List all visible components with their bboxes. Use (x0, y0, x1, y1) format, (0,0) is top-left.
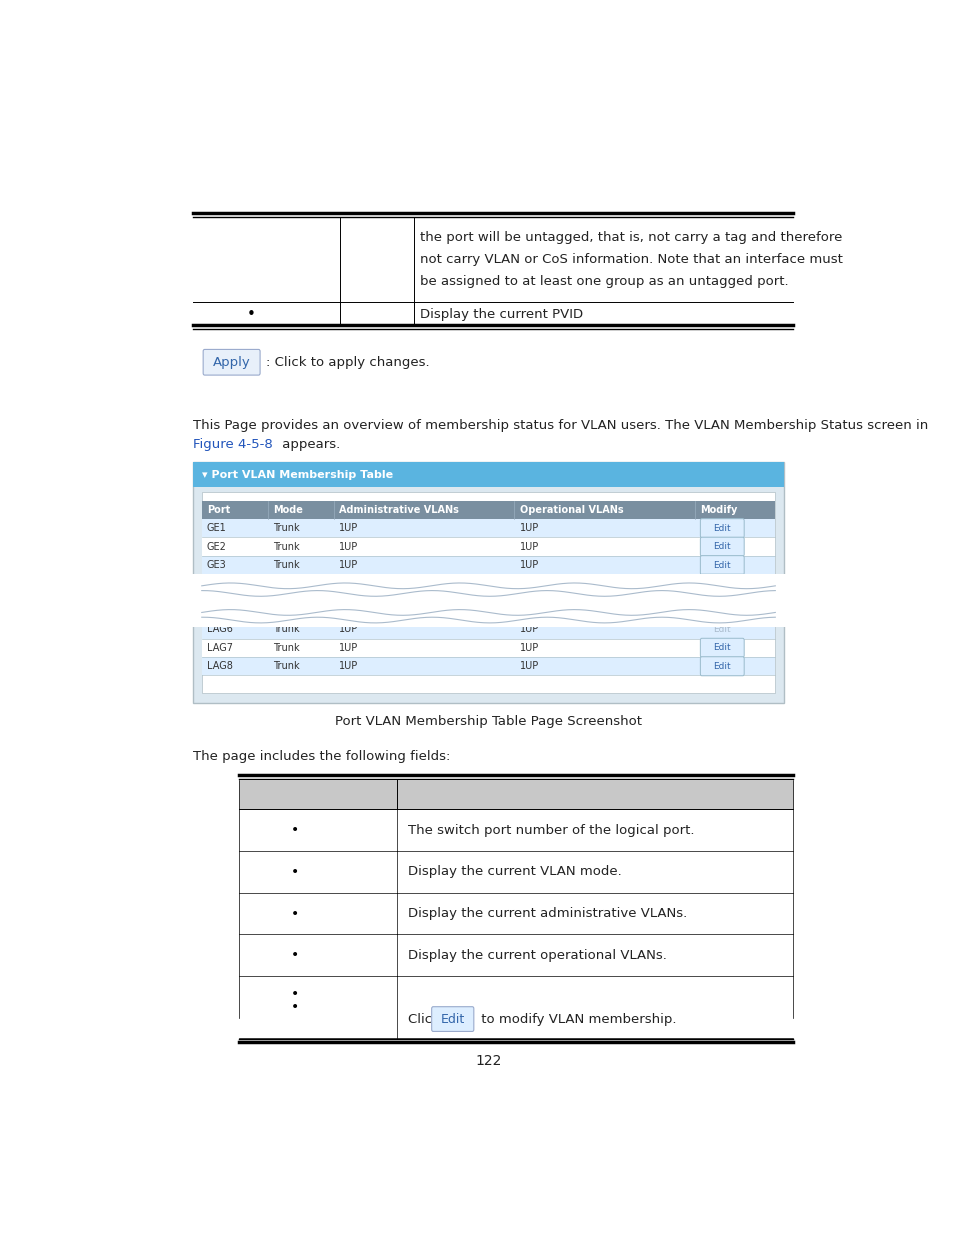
Text: 1UP: 1UP (338, 542, 357, 552)
FancyBboxPatch shape (700, 638, 743, 657)
Text: •: • (291, 948, 298, 962)
Text: Display the current operational VLANs.: Display the current operational VLANs. (408, 948, 666, 962)
Text: GE1: GE1 (207, 524, 227, 534)
Text: ▾ Port VLAN Membership Table: ▾ Port VLAN Membership Table (201, 469, 393, 479)
Text: 1UP: 1UP (338, 625, 357, 635)
Text: Edit: Edit (713, 579, 730, 588)
Text: GE3: GE3 (207, 561, 227, 571)
Text: •: • (291, 823, 298, 837)
Text: the port will be untagged, that is, not carry a tag and therefore: the port will be untagged, that is, not … (419, 231, 841, 245)
Text: •: • (291, 906, 298, 920)
Text: Edit: Edit (713, 542, 730, 551)
Text: 1UP: 1UP (519, 642, 538, 653)
Text: be assigned to at least one group as an untagged port.: be assigned to at least one group as an … (419, 275, 787, 288)
Text: 1UP: 1UP (519, 661, 538, 672)
Text: not carry VLAN or CoS information. Note that an interface must: not carry VLAN or CoS information. Note … (419, 253, 841, 267)
Text: Trunk: Trunk (273, 642, 299, 653)
Text: Edit: Edit (713, 561, 730, 569)
FancyBboxPatch shape (431, 1007, 474, 1031)
Text: 1UP: 1UP (338, 524, 357, 534)
Text: The page includes the following fields:: The page includes the following fields: (193, 750, 450, 763)
Bar (201, 638, 775, 657)
Bar (193, 462, 783, 703)
Text: Apply: Apply (213, 356, 251, 369)
Text: •: • (291, 864, 298, 879)
Text: Display the current PVID: Display the current PVID (419, 308, 582, 321)
Text: Trunk: Trunk (273, 542, 299, 552)
Text: GE4: GE4 (207, 579, 227, 589)
Text: 1UP: 1UP (519, 579, 538, 589)
Bar (201, 492, 775, 693)
Text: LAG7: LAG7 (207, 642, 233, 653)
Text: •: • (291, 1000, 298, 1014)
FancyBboxPatch shape (203, 350, 260, 375)
Text: Trunk: Trunk (273, 524, 299, 534)
Text: Mode: Mode (273, 505, 302, 515)
Text: Edit: Edit (713, 662, 730, 671)
Text: Click: Click (408, 1013, 444, 1025)
Text: •: • (291, 988, 298, 1002)
Text: 1UP: 1UP (519, 542, 538, 552)
Bar (239, 779, 793, 809)
Text: Figure 4-5-8: Figure 4-5-8 (193, 438, 273, 451)
Text: LAG8: LAG8 (207, 661, 233, 672)
Text: 1UP: 1UP (338, 561, 357, 571)
Text: 1UP: 1UP (519, 625, 538, 635)
Text: 1UP: 1UP (519, 524, 538, 534)
Text: Trunk: Trunk (273, 561, 299, 571)
FancyBboxPatch shape (700, 556, 743, 574)
Text: 1UP: 1UP (338, 579, 357, 589)
Text: Edit: Edit (440, 1013, 464, 1025)
Text: : Click to apply changes.: : Click to apply changes. (266, 356, 430, 369)
Text: appears.: appears. (278, 438, 340, 451)
Text: 1UP: 1UP (338, 661, 357, 672)
Text: Edit: Edit (713, 524, 730, 532)
Bar (201, 620, 775, 638)
Text: GE2: GE2 (207, 542, 227, 552)
Text: •: • (246, 306, 255, 321)
Bar (201, 519, 775, 537)
Text: This Page provides an overview of membership status for VLAN users. The VLAN Mem: This Page provides an overview of member… (193, 419, 927, 432)
Text: Administrative VLANs: Administrative VLANs (338, 505, 458, 515)
Text: Edit: Edit (713, 643, 730, 652)
Bar (193, 462, 783, 487)
Text: Display the current administrative VLANs.: Display the current administrative VLANs… (408, 906, 687, 920)
Text: Operational VLANs: Operational VLANs (519, 505, 622, 515)
FancyBboxPatch shape (700, 657, 743, 676)
Text: 1UP: 1UP (519, 561, 538, 571)
FancyBboxPatch shape (700, 574, 743, 593)
Bar (185, 574, 842, 626)
Bar (201, 501, 775, 519)
Bar (201, 657, 775, 676)
Text: to modify VLAN membership.: to modify VLAN membership. (476, 1013, 676, 1025)
Bar (201, 574, 775, 593)
Bar (201, 556, 775, 574)
Text: Modify: Modify (700, 505, 737, 515)
Text: Port: Port (207, 505, 230, 515)
Text: Trunk: Trunk (273, 625, 299, 635)
Text: Display the current VLAN mode.: Display the current VLAN mode. (408, 866, 621, 878)
Bar (201, 537, 775, 556)
FancyBboxPatch shape (700, 519, 743, 537)
Text: LAG6: LAG6 (207, 625, 233, 635)
Text: 1UP: 1UP (338, 642, 357, 653)
Text: The switch port number of the logical port.: The switch port number of the logical po… (408, 824, 694, 836)
Text: Port VLAN Membership Table Page Screenshot: Port VLAN Membership Table Page Screensh… (335, 715, 641, 729)
Text: Edit: Edit (713, 625, 730, 634)
Text: Trunk: Trunk (273, 661, 299, 672)
Text: 122: 122 (476, 1053, 501, 1067)
Text: Trunk: Trunk (273, 579, 299, 589)
FancyBboxPatch shape (700, 537, 743, 556)
